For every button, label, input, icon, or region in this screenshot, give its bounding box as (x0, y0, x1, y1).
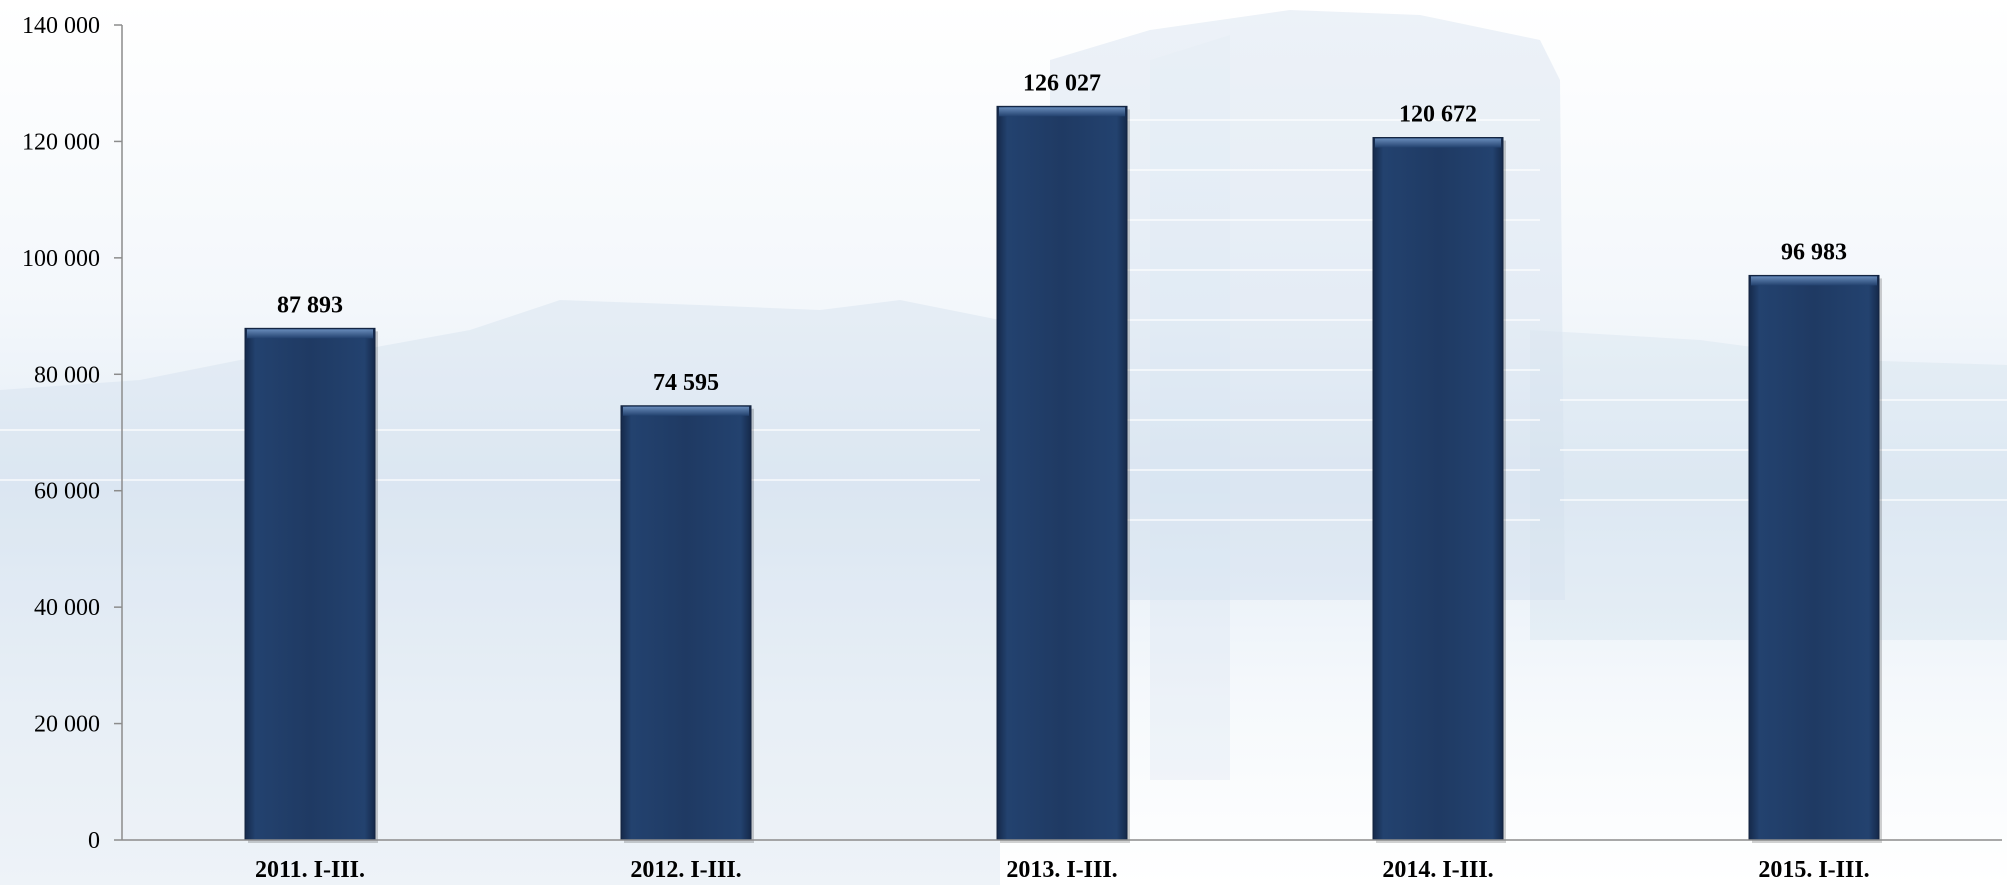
y-tick-label: 80 000 (34, 362, 100, 388)
bar (1748, 274, 1880, 841)
bar-group: 87 893 (244, 292, 378, 843)
data-label: 74 595 (653, 370, 719, 396)
bar-top-highlight (1375, 138, 1501, 148)
bar (620, 405, 752, 841)
bar (244, 327, 376, 841)
bar-top-highlight (247, 329, 373, 339)
y-tick-label: 0 (88, 828, 100, 854)
y-tick-label: 40 000 (34, 595, 100, 621)
x-category-label: 2012. I-III. (630, 857, 741, 883)
bars: 87 893 74 595 126 027 120 672 96 983 (244, 70, 1882, 843)
bar-top-highlight (1751, 276, 1877, 286)
x-category-label: 2014. I-III. (1382, 857, 1493, 883)
bar (996, 105, 1128, 841)
y-axis: 0 20 000 40 000 60 000 80 000 100 000 120 000 1… (22, 13, 123, 854)
data-label: 96 983 (1781, 239, 1847, 265)
x-category-label: 2015. I-III. (1758, 857, 1869, 883)
y-tick-label: 140 000 (22, 13, 100, 39)
data-label: 126 027 (1023, 70, 1101, 96)
y-tick-label: 20 000 (34, 712, 100, 738)
x-category-label: 2011. I-III. (255, 857, 365, 883)
bar-group: 96 983 (1748, 239, 1882, 843)
data-label: 87 893 (277, 292, 343, 318)
bar-top-highlight (623, 406, 749, 416)
y-tick-label: 60 000 (34, 479, 100, 505)
bar-group: 120 672 (1372, 102, 1506, 843)
bar-group: 74 595 (620, 370, 754, 843)
bar-group: 126 027 (996, 70, 1130, 843)
bar-top-highlight (999, 107, 1125, 117)
y-tick-label: 120 000 (22, 129, 100, 155)
x-category-label: 2013. I-III. (1006, 857, 1117, 883)
bar (1372, 137, 1504, 841)
y-tick-label: 100 000 (22, 246, 100, 272)
data-label: 120 672 (1399, 102, 1477, 128)
x-axis: 2011. I-III. 2012. I-III. 2013. I-III. 2014… (122, 839, 2002, 883)
